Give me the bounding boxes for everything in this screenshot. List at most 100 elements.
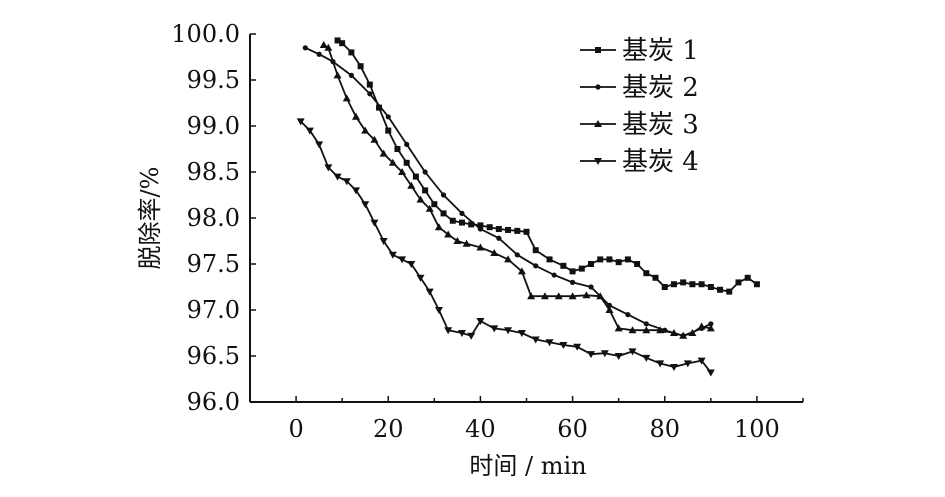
series-3-point: [334, 71, 342, 78]
y-tick-label: 96.5: [187, 342, 240, 370]
series-3-point: [435, 223, 443, 230]
series-4-point: [370, 220, 378, 227]
y-tick-label: 96.0: [187, 388, 240, 416]
series-2-point: [644, 321, 649, 326]
series-1-point: [339, 40, 345, 46]
series-1-point: [385, 128, 391, 134]
series-4-point: [707, 370, 715, 377]
series-1-point: [514, 228, 520, 234]
series-2-point: [588, 284, 593, 289]
series-4-point: [467, 333, 475, 340]
series-1-point: [367, 82, 373, 88]
series-1-point: [348, 49, 354, 55]
series-2-point: [570, 280, 575, 285]
series-1-point: [588, 261, 594, 267]
series-2-point: [459, 211, 464, 216]
series-1-point: [689, 281, 695, 287]
legend: 基炭 1 基炭 2 基炭 3 基炭 4: [580, 36, 699, 177]
series-2-point: [386, 114, 391, 119]
series-1-point: [708, 284, 714, 290]
legend-label: 基炭 1: [622, 36, 699, 66]
series-2-point: [441, 192, 446, 197]
series-1-point: [413, 174, 419, 180]
series-1-point: [671, 281, 677, 287]
x-axis-title: 时间 / min: [469, 452, 586, 480]
series-1-point: [579, 266, 585, 272]
series-2-point: [423, 169, 428, 174]
series-2-point: [349, 73, 354, 78]
series-4-point: [426, 289, 434, 296]
series-1-point: [680, 279, 686, 285]
series-1-point: [754, 281, 760, 287]
series-1-point: [505, 227, 511, 233]
x-tick-label: 20: [373, 415, 404, 443]
series-1-point: [625, 256, 631, 262]
y-tick-label: 99.0: [187, 112, 240, 140]
series-1-point: [570, 268, 576, 274]
series-2-point: [625, 312, 630, 317]
series-1-point: [634, 261, 640, 267]
series-1-point: [547, 256, 553, 262]
series-1-point: [496, 226, 502, 232]
series-2-point: [533, 263, 538, 268]
y-tick-label: 99.5: [187, 66, 240, 94]
series-4-point: [315, 141, 323, 148]
series-1-point: [487, 224, 493, 230]
legend-label: 基炭 4: [622, 147, 699, 177]
legend-label: 基炭 2: [622, 73, 699, 103]
x-tick-label: 40: [465, 415, 496, 443]
x-axis-ticks: 0 20 40 60 80 100: [250, 396, 803, 443]
series-1-point: [606, 256, 612, 262]
series-2-point: [552, 272, 557, 277]
series-4-point: [361, 201, 369, 208]
series-1-point: [735, 279, 741, 285]
series-3-point: [343, 94, 351, 101]
series-4-point: [615, 353, 623, 360]
series-1-point: [726, 289, 732, 295]
series-1-point: [643, 270, 649, 276]
axes: [250, 34, 803, 402]
series-2-point: [367, 91, 372, 96]
legend-swatch-marker: [595, 84, 600, 89]
x-tick-label: 0: [288, 415, 303, 443]
series-4-point: [435, 307, 443, 314]
series-1-point: [441, 210, 447, 216]
y-tick-label: 97.0: [187, 296, 240, 324]
series-1-point: [431, 201, 437, 207]
series-1-point: [662, 284, 668, 290]
series-1-point: [533, 247, 539, 253]
series-1-point: [450, 218, 456, 224]
series-1-point: [404, 160, 410, 166]
y-tick-label: 97.5: [187, 250, 240, 278]
y-axis-ticks: 96.0 96.5 97.0 97.5 98.0 98.5 99.0 99.5 100.0: [171, 20, 256, 416]
series-2-point: [404, 142, 409, 147]
series-1-point: [745, 275, 751, 281]
series-1-point: [616, 259, 622, 265]
y-tick-label: 98.5: [187, 158, 240, 186]
series-2-point: [317, 52, 322, 57]
series-1-point: [422, 187, 428, 193]
series-1-point: [699, 281, 705, 287]
y-tick-label: 98.0: [187, 204, 240, 232]
series-4-point: [670, 364, 678, 371]
y-tick-label: 100.0: [171, 20, 240, 48]
x-tick-label: 100: [734, 415, 780, 443]
series-1-point: [358, 63, 364, 69]
legend-swatch-marker: [595, 47, 601, 53]
series-2-point: [303, 45, 308, 50]
series-1-point: [459, 220, 465, 226]
series-1-point: [560, 263, 566, 269]
legend-label: 基炭 3: [622, 110, 699, 140]
series-2-point: [496, 236, 501, 241]
series-1-point: [653, 275, 659, 281]
x-tick-label: 80: [649, 415, 680, 443]
series-2-point: [515, 252, 520, 257]
x-tick-label: 60: [557, 415, 588, 443]
series-1-point: [394, 146, 400, 152]
series-2-point: [478, 226, 483, 231]
series-3-point: [352, 113, 360, 120]
y-axis-title: 脱除率/%: [136, 167, 164, 270]
series-1-point: [524, 229, 530, 235]
series-1-point: [597, 256, 603, 262]
